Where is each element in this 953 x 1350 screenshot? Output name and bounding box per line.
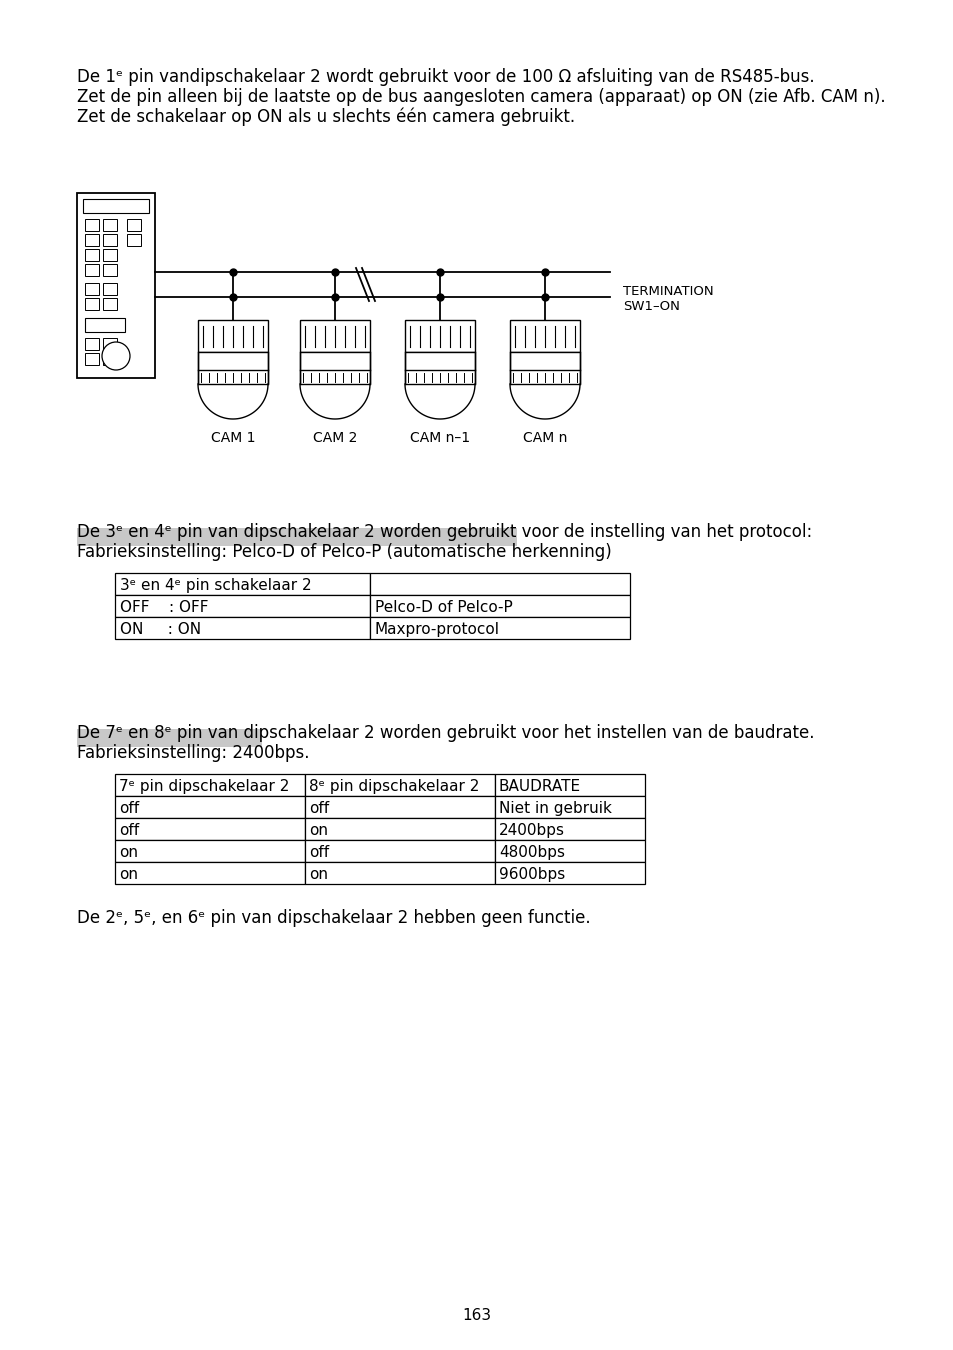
Bar bbox=[83, 198, 149, 213]
Bar bbox=[85, 234, 99, 246]
Bar bbox=[115, 863, 305, 884]
Bar bbox=[305, 863, 495, 884]
Bar bbox=[103, 298, 117, 311]
Bar bbox=[103, 352, 117, 365]
Bar bbox=[495, 796, 644, 818]
Bar bbox=[115, 796, 305, 818]
Text: De 7ᵉ en 8ᵉ pin van dipschakelaar 2 worden gebruikt voor het instellen van de ba: De 7ᵉ en 8ᵉ pin van dipschakelaar 2 word… bbox=[77, 724, 814, 742]
Text: Zet de pin alleen bij de laatste op de bus aangesloten camera (apparaat) op ON (: Zet de pin alleen bij de laatste op de b… bbox=[77, 88, 884, 107]
Bar bbox=[103, 234, 117, 246]
Text: on: on bbox=[119, 845, 138, 860]
Bar bbox=[115, 818, 305, 840]
Bar bbox=[103, 219, 117, 231]
Text: off: off bbox=[309, 845, 329, 860]
Bar bbox=[299, 320, 370, 352]
Bar bbox=[370, 617, 629, 639]
Bar bbox=[495, 863, 644, 884]
Bar bbox=[305, 796, 495, 818]
Text: on: on bbox=[309, 824, 328, 838]
Text: 2400bps: 2400bps bbox=[498, 824, 564, 838]
Bar bbox=[85, 352, 99, 365]
Bar bbox=[305, 818, 495, 840]
Bar bbox=[198, 320, 268, 352]
Text: CAM n: CAM n bbox=[522, 431, 567, 446]
Text: Pelco-D of Pelco-P: Pelco-D of Pelco-P bbox=[375, 599, 512, 616]
Text: OFF    : OFF: OFF : OFF bbox=[120, 599, 209, 616]
Text: Fabrieksinstelling: Pelco-D of Pelco-P (automatische herkenning): Fabrieksinstelling: Pelco-D of Pelco-P (… bbox=[77, 543, 611, 562]
Bar bbox=[405, 352, 475, 383]
Text: De 3ᵉ en 4ᵉ pin van dipschakelaar 2 worden gebruikt voor de instelling van het p: De 3ᵉ en 4ᵉ pin van dipschakelaar 2 word… bbox=[77, 522, 811, 541]
Bar bbox=[85, 338, 99, 350]
Bar bbox=[85, 219, 99, 231]
Text: 163: 163 bbox=[462, 1308, 491, 1323]
Circle shape bbox=[102, 342, 130, 370]
Bar bbox=[85, 248, 99, 261]
Bar bbox=[103, 248, 117, 261]
Bar bbox=[103, 284, 117, 296]
Bar bbox=[103, 338, 117, 350]
Bar bbox=[405, 320, 475, 352]
Bar bbox=[299, 352, 370, 383]
Text: TERMINATION
SW1–ON: TERMINATION SW1–ON bbox=[622, 285, 713, 313]
Text: Niet in gebruik: Niet in gebruik bbox=[498, 801, 611, 815]
Bar bbox=[77, 528, 517, 545]
Text: 8ᵉ pin dipschakelaar 2: 8ᵉ pin dipschakelaar 2 bbox=[309, 779, 478, 794]
Bar bbox=[85, 298, 99, 311]
Bar bbox=[510, 320, 579, 352]
Bar bbox=[495, 774, 644, 796]
Bar bbox=[77, 729, 262, 747]
Bar bbox=[370, 572, 629, 595]
Text: 4800bps: 4800bps bbox=[498, 845, 564, 860]
Text: De 2ᵉ, 5ᵉ, en 6ᵉ pin van dipschakelaar 2 hebben geen functie.: De 2ᵉ, 5ᵉ, en 6ᵉ pin van dipschakelaar 2… bbox=[77, 909, 590, 927]
Bar bbox=[77, 193, 154, 378]
Text: ON     : ON: ON : ON bbox=[120, 622, 201, 637]
Bar bbox=[115, 572, 370, 595]
Text: Fabrieksinstelling: 2400bps.: Fabrieksinstelling: 2400bps. bbox=[77, 744, 309, 761]
Bar bbox=[127, 234, 141, 246]
Bar bbox=[115, 774, 305, 796]
Text: off: off bbox=[309, 801, 329, 815]
Bar bbox=[127, 219, 141, 231]
Text: CAM 1: CAM 1 bbox=[211, 431, 255, 446]
Text: De 1ᵉ pin vandipschakelaar 2 wordt gebruikt voor de 100 Ω afsluiting van de RS48: De 1ᵉ pin vandipschakelaar 2 wordt gebru… bbox=[77, 68, 814, 86]
Text: 9600bps: 9600bps bbox=[498, 867, 565, 882]
Bar bbox=[198, 352, 268, 383]
Bar bbox=[305, 840, 495, 863]
Bar bbox=[115, 595, 370, 617]
Bar bbox=[103, 265, 117, 275]
Bar bbox=[85, 319, 125, 332]
Text: CAM 2: CAM 2 bbox=[313, 431, 356, 446]
Text: on: on bbox=[119, 867, 138, 882]
Bar bbox=[115, 840, 305, 863]
Bar bbox=[115, 617, 370, 639]
Bar bbox=[510, 352, 579, 383]
Text: CAM n–1: CAM n–1 bbox=[410, 431, 470, 446]
Bar bbox=[495, 840, 644, 863]
Text: off: off bbox=[119, 801, 139, 815]
Text: on: on bbox=[309, 867, 328, 882]
Bar bbox=[85, 284, 99, 296]
Bar bbox=[85, 265, 99, 275]
Bar bbox=[495, 818, 644, 840]
Bar bbox=[305, 774, 495, 796]
Text: off: off bbox=[119, 824, 139, 838]
Text: Zet de schakelaar op ON als u slechts één camera gebruikt.: Zet de schakelaar op ON als u slechts éé… bbox=[77, 108, 575, 127]
Text: 7ᵉ pin dipschakelaar 2: 7ᵉ pin dipschakelaar 2 bbox=[119, 779, 289, 794]
Bar bbox=[370, 595, 629, 617]
Text: Maxpro-protocol: Maxpro-protocol bbox=[375, 622, 499, 637]
Text: 3ᵉ en 4ᵉ pin schakelaar 2: 3ᵉ en 4ᵉ pin schakelaar 2 bbox=[120, 578, 312, 593]
Text: BAUDRATE: BAUDRATE bbox=[498, 779, 580, 794]
